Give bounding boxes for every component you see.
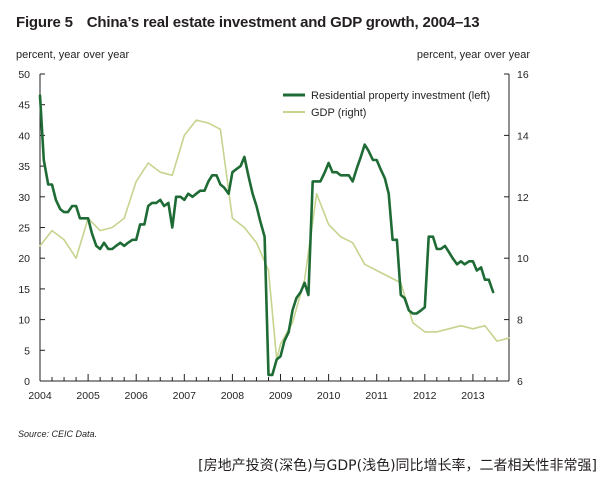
y-left-tick-label: 30 [18,192,30,204]
y-right-tick-label: 10 [517,253,529,265]
x-tick-label: 2010 [317,390,341,402]
y-right-tick-label: 12 [517,192,529,204]
y-right-tick-label: 14 [517,130,529,142]
x-tick-label: 2013 [461,390,485,402]
figure-title: Figure 5 China’s real estate investment a… [16,14,480,31]
y-left-tick-label: 15 [18,284,30,296]
y-left-tick-label: 0 [24,376,30,388]
y-right-tick-label: 8 [517,315,523,327]
y-left-tick-label: 20 [18,253,30,265]
x-tick-label: 2006 [125,390,149,402]
x-tick-label: 2012 [413,390,437,402]
y-right-axis-label: percent, year over year [417,49,530,61]
y-left-tick-label: 40 [18,130,30,142]
source-note: Source: CEIC Data. [18,429,98,439]
x-tick-label: 2009 [269,390,293,402]
x-tick-label: 2005 [76,390,100,402]
y-right-tick-label: 6 [517,376,523,388]
y-left-tick-label: 5 [24,345,30,357]
figure-label: Figure 5 [16,14,73,31]
y-left-tick-label: 45 [18,100,30,112]
y-left-tick-label: 10 [18,315,30,327]
x-tick-label: 2008 [221,390,245,402]
series-line-residential [38,94,495,377]
y-left-axis-label: percent, year over year [16,49,129,61]
y-left-tick-label: 50 [18,69,30,81]
x-tick-label: 2004 [28,390,52,402]
y-right-tick-label: 16 [517,69,529,81]
plot-area: 0 5 10 15 20 25 30 35 40 45 50 6 8 10 12 14 16 2004 2005 20… [18,69,529,402]
legend-label-gdp: GDP (right) [311,107,366,119]
legend-label-residential: Residential property investment (left) [311,90,490,102]
y-left-tick-label: 25 [18,223,30,235]
caption: [房地产投资(深色)与GDP(浅色)同比增长率，二者相关性非常强] [198,458,597,474]
chart-title: China’s real estate investment and GDP g… [86,14,480,31]
x-tick-label: 2011 [365,390,388,402]
x-tick-label: 2007 [173,390,197,402]
y-left-tick-label: 35 [18,161,30,173]
legend: Residential property investment (left) G… [283,90,490,119]
series-line-gdp [39,119,510,361]
